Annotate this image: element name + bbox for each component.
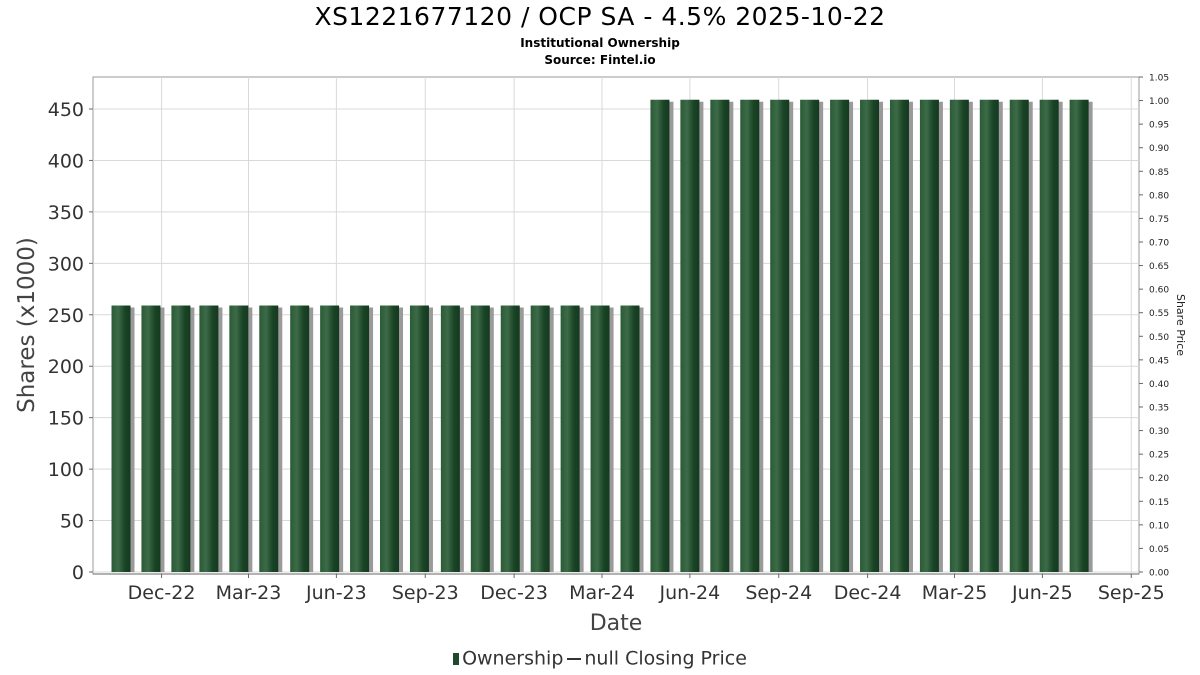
y2-tick-label: 0.70 — [1149, 239, 1169, 249]
y2-tick-label: 0.20 — [1149, 474, 1169, 484]
ownership-legend-swatch — [453, 652, 460, 665]
ownership-bar — [229, 305, 249, 572]
ownership-bar — [500, 305, 520, 572]
ownership-bar — [650, 99, 670, 573]
ownership-bar — [979, 99, 999, 573]
y-tick-label: 0 — [72, 562, 84, 584]
y-tick-label: 150 — [48, 408, 84, 430]
y-tick-label: 300 — [48, 253, 84, 275]
ownership-bar — [1039, 99, 1059, 573]
x-tick-label: Jun-24 — [659, 582, 721, 604]
x-tick-label: Mar-24 — [569, 582, 635, 604]
y2-tick-label: 0.90 — [1149, 144, 1169, 154]
ownership-bar — [620, 305, 640, 572]
ownership-bar — [290, 305, 310, 572]
y2-tick-label: 0.65 — [1149, 262, 1169, 272]
ownership-bar — [889, 99, 909, 573]
y2-tick-label: 1.05 — [1149, 74, 1169, 84]
ownership-bar — [1009, 99, 1029, 573]
y2-tick-label: 0.35 — [1149, 404, 1169, 414]
y-axis-title: Shares (x1000) — [14, 237, 40, 413]
y2-tick-label: 0.50 — [1149, 333, 1169, 343]
y-tick-label: 250 — [48, 305, 84, 327]
ownership-bar — [830, 99, 850, 573]
ownership-bar — [199, 305, 219, 572]
y2-tick-label: 0.60 — [1149, 286, 1169, 296]
y2-tick-label: 0.25 — [1149, 451, 1169, 461]
x-tick-label: Sep-24 — [745, 582, 812, 604]
y-tick-label: 350 — [48, 202, 84, 224]
y-tick-label: 50 — [60, 511, 84, 533]
y2-tick-label: 0.45 — [1149, 356, 1169, 366]
ownership-bar — [259, 305, 279, 572]
y2-tick-label: 0.55 — [1149, 309, 1169, 319]
y2-tick-label: 0.05 — [1149, 545, 1169, 555]
ownership-bar — [111, 305, 131, 572]
ownership-bar — [171, 305, 191, 572]
ownership-bar — [350, 305, 370, 572]
ownership-bar — [141, 305, 161, 572]
x-tick-label: Jun-25 — [1011, 582, 1073, 604]
x-tick-label: Dec-23 — [480, 582, 548, 604]
y-tick-label: 200 — [48, 356, 84, 378]
ownership-bar — [590, 305, 610, 572]
y2-tick-label: 0.95 — [1149, 121, 1169, 131]
y2-tick-label: 0.75 — [1149, 215, 1169, 225]
ownership-bar — [440, 305, 460, 572]
y2-tick-label: 0.85 — [1149, 168, 1169, 178]
ownership-bar — [860, 99, 880, 573]
y2-tick-label: 0.15 — [1149, 498, 1169, 508]
legend: Ownership null Closing Price — [0, 647, 1200, 670]
ownership-bar — [800, 99, 820, 573]
y2-tick-label: 0.80 — [1149, 191, 1169, 201]
ownership-bar — [710, 99, 730, 573]
y-tick-label: 450 — [48, 99, 84, 121]
y2-tick-label: 0.30 — [1149, 427, 1169, 437]
ownership-bar — [740, 99, 760, 573]
x-tick-label: Mar-23 — [216, 582, 282, 604]
ownership-bar — [680, 99, 700, 573]
x-tick-label: Dec-24 — [834, 582, 902, 604]
ownership-bar — [530, 305, 550, 572]
x-tick-label: Mar-25 — [922, 582, 988, 604]
x-tick-label: Jun-23 — [305, 582, 367, 604]
y2-tick-label: 0.10 — [1149, 521, 1169, 531]
legend-price-label: null Closing Price — [584, 647, 747, 670]
bars — [111, 99, 1093, 573]
chart-source: Source: Fintel.io — [544, 53, 656, 67]
y2-tick-label: 0.40 — [1149, 380, 1169, 390]
legend-ownership-label: Ownership — [462, 647, 564, 670]
ownership-bar — [380, 305, 400, 572]
ownership-bar — [949, 99, 969, 573]
ownership-bar — [919, 99, 939, 573]
y-tick-label: 400 — [48, 150, 84, 172]
ownership-bar — [560, 305, 580, 572]
y2-axis-title: Share Price — [1174, 294, 1187, 356]
price-legend-line — [567, 657, 582, 660]
x-tick-label: Dec-22 — [128, 582, 196, 604]
chart-title: XS1221677120 / OCP SA - 4.5% 2025-10-22 — [314, 2, 886, 31]
y2-tick-label: 0.00 — [1149, 569, 1169, 579]
x-axis-title: Date — [590, 611, 643, 636]
y2-tick-label: 1.00 — [1149, 97, 1169, 107]
ownership-bar — [470, 305, 490, 572]
axes: 0 50 100 150 200 250 300 350 400 450 0.00 0.05 0.10 0… — [14, 74, 1187, 637]
ownership-bar — [770, 99, 790, 573]
ownership-bar — [320, 305, 340, 572]
x-tick-label: Sep-23 — [392, 582, 459, 604]
y-tick-label: 100 — [48, 459, 84, 481]
x-tick-label: Sep-25 — [1098, 582, 1165, 604]
chart-subtitle: Institutional Ownership — [520, 36, 680, 50]
ownership-bar — [1069, 99, 1089, 573]
ownership-bar — [409, 305, 429, 572]
